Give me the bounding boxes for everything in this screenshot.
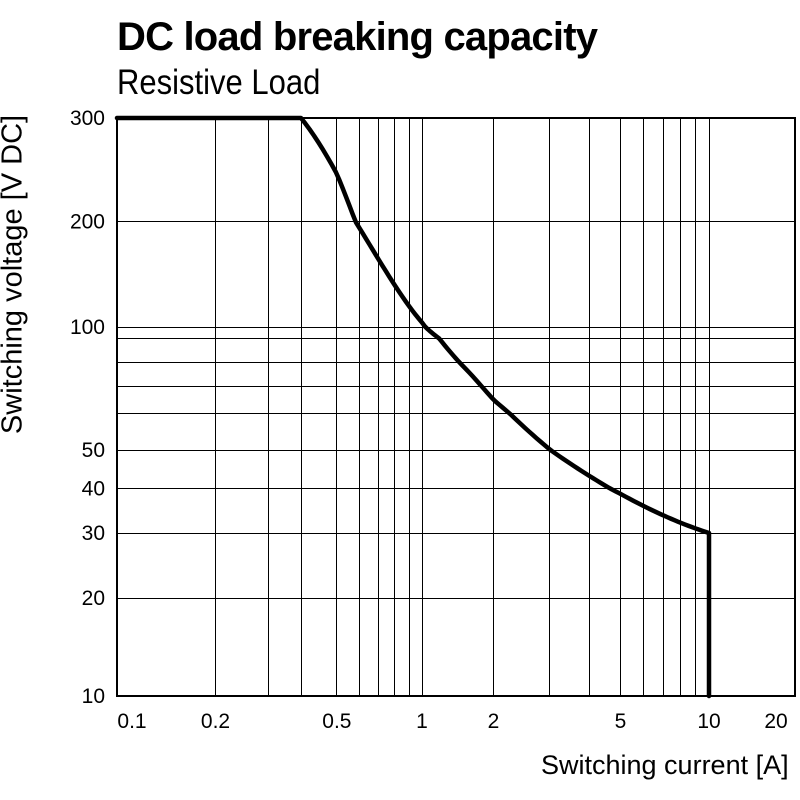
svg-text:10: 10 [82, 685, 105, 708]
svg-text:2: 2 [488, 710, 500, 733]
svg-text:20: 20 [764, 710, 787, 733]
svg-text:0.2: 0.2 [201, 710, 230, 733]
svg-text:1: 1 [416, 710, 428, 733]
svg-text:20: 20 [82, 587, 105, 610]
svg-text:100: 100 [70, 316, 105, 339]
svg-text:50: 50 [82, 439, 105, 462]
svg-text:0.5: 0.5 [322, 710, 351, 733]
svg-text:5: 5 [615, 710, 627, 733]
svg-text:0.1: 0.1 [117, 710, 146, 733]
svg-text:10: 10 [697, 710, 720, 733]
svg-text:30: 30 [82, 522, 105, 545]
svg-text:300: 300 [70, 107, 105, 130]
svg-text:200: 200 [70, 211, 105, 234]
svg-text:40: 40 [82, 478, 105, 501]
